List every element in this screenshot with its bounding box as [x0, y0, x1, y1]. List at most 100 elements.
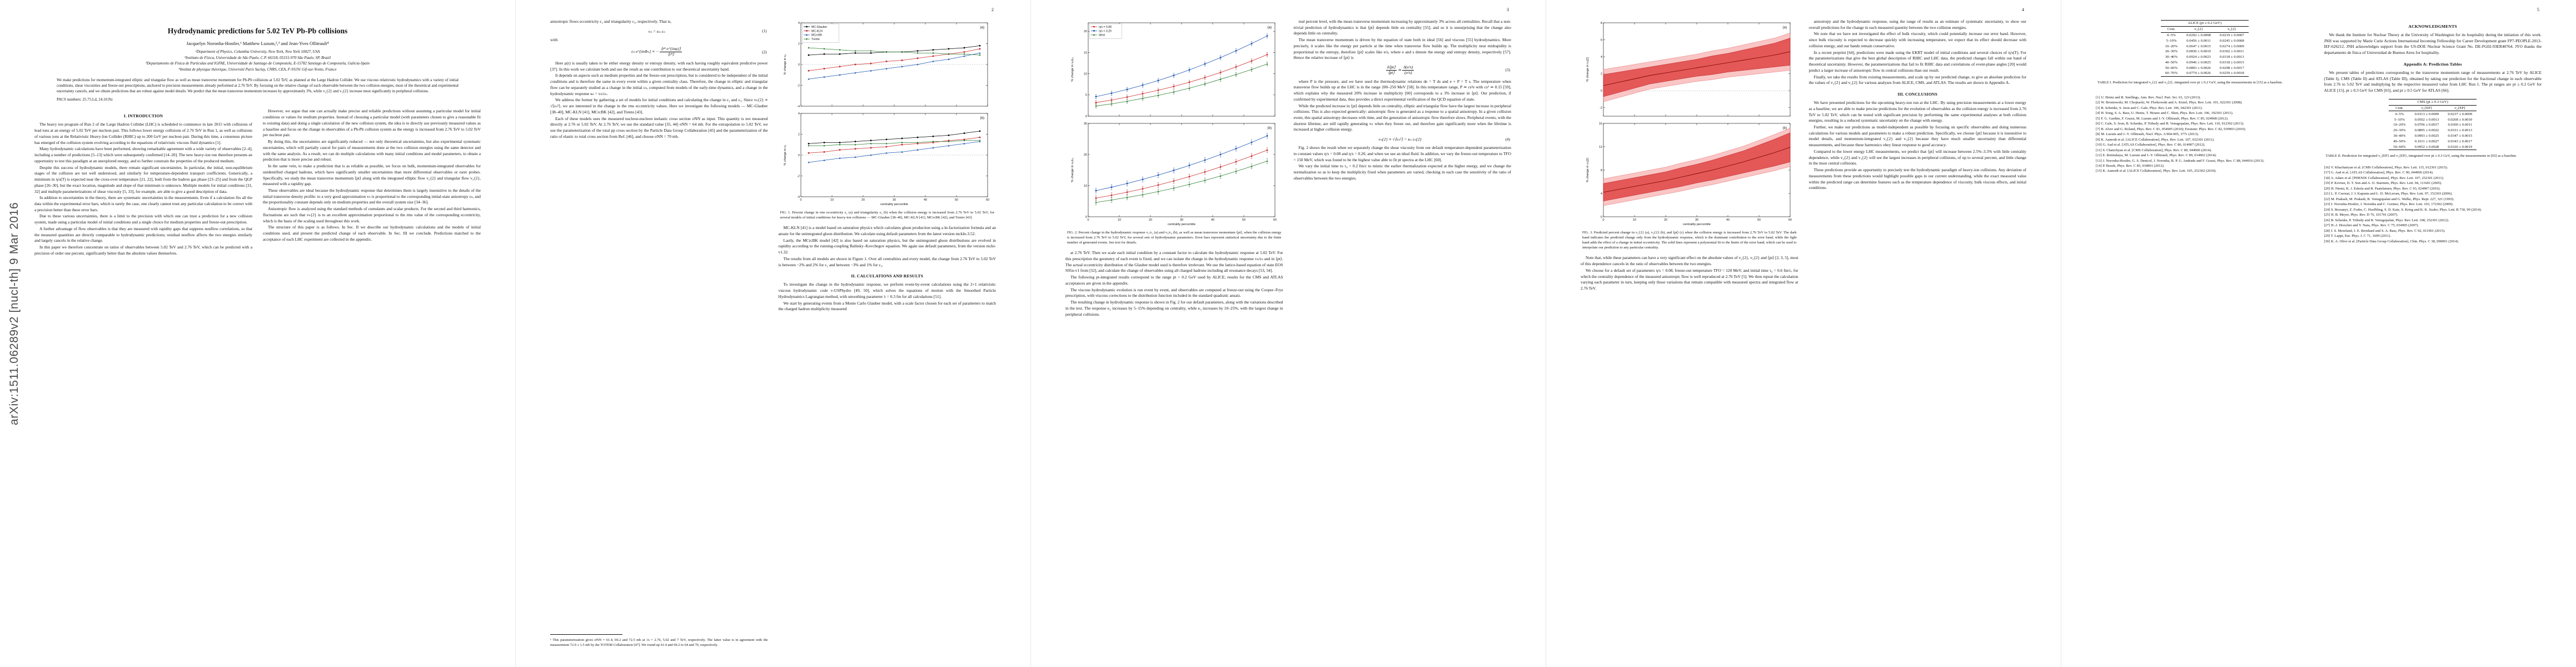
body-paragraph: We have presented predictions for the up… — [1808, 100, 2027, 123]
svg-text:% change in v₂{2}: % change in v₂{2} — [1586, 57, 1590, 82]
table-row: 0–5% 0.0292 ± 0.0008 0.0219 ± 0.0007 — [2167, 33, 2244, 37]
equation-number: (3) — [1505, 68, 1510, 73]
svg-text:(b): (b) — [980, 116, 985, 120]
svg-text:centrality percentile: centrality percentile — [1683, 223, 1711, 226]
abstract: We make predictions for momentum-integra… — [57, 78, 459, 94]
svg-text:-2: -2 — [797, 84, 800, 87]
svg-text:MC-Glauber: MC-Glauber — [811, 26, 828, 29]
body-paragraph: Finally, we take the results from existi… — [1808, 74, 2027, 86]
body-paragraph: We note that we have not investigated th… — [1808, 31, 2027, 48]
table-row: 5–10% 0.0456 ± 0.0011 0.0245 ± 0.0008 — [2166, 38, 2244, 43]
page5-column-left: ALICE (pt ≥ 0.2 GeV) Cent. v₂{2} v₃{2} 0… — [2096, 19, 2314, 651]
svg-text:0: 0 — [1601, 216, 1602, 219]
section-heading-calculations: II. CALCULATIONS AND RESULTS — [851, 273, 924, 279]
svg-text:centrality percentile: centrality percentile — [1168, 223, 1195, 226]
reference-item: [12] E. Retinskaya, M. Luzum and J.-Y. O… — [2096, 153, 2217, 158]
reference-item: [9] K. Aamodt et al. [ALICE Collaboratio… — [2096, 137, 2215, 142]
svg-text:8: 8 — [1601, 169, 1602, 172]
svg-text:4: 4 — [798, 22, 800, 25]
svg-text:10: 10 — [1118, 218, 1121, 222]
body-paragraph: The results from all models are shown in… — [778, 256, 996, 267]
page-number: 2 — [991, 7, 994, 12]
svg-text:MC-KLN: MC-KLN — [811, 29, 823, 33]
page1-column-right: However, we argue that one can actually … — [263, 108, 481, 651]
page-number: 5 — [2537, 7, 2539, 12]
body-paragraph: In this paper we therefore concentrate o… — [34, 245, 252, 256]
svg-text:ideal: ideal — [1099, 34, 1105, 37]
section-heading-appendix: Appendix A: Prediction Tables — [2403, 61, 2462, 67]
body-paragraph: Many hydrodynamic calculations have been… — [34, 146, 252, 163]
table-row: 50–60% 0.0952 ± 0.0028 0.0320 ± 0.0019 — [2393, 145, 2473, 149]
svg-text:40: 40 — [1211, 218, 1214, 222]
svg-text:40: 40 — [1726, 218, 1730, 222]
references-left: [1] U. Heinz and R. Snellings, Ann. Rev.… — [2096, 96, 2314, 175]
prediction-table-alice: ALICE (pt ≥ 0.2 GeV) Cent. v₂{2} v₃{2} 0… — [2160, 20, 2249, 77]
body-paragraph: We start by generating events from a Mon… — [778, 300, 996, 312]
authors: Jacquelyn Noronha-Hostler,¹ Matthew Luzu… — [186, 41, 329, 46]
reference-item: [28] J. S. Moreland, J. E. Bernhard and … — [2324, 228, 2445, 233]
table-2-caption: TABLE II. Prediction for integrated v₂{E… — [2325, 153, 2517, 158]
svg-text:50: 50 — [1242, 218, 1245, 222]
body-paragraph: at 2.76 TeV. Then we scale each initial … — [1065, 250, 1283, 273]
page-1: Hydrodynamic predictions for 5.02 TeV Pb… — [0, 0, 515, 667]
equation-3: δ⟨pt⟩ ⟨pt⟩ ≃ δ(e/s) (e/s) (3) — [1386, 64, 1510, 75]
svg-text:10: 10 — [830, 198, 834, 202]
page-2: 2 anisotropic flows eccentricity ε₂ and … — [515, 0, 1030, 667]
page2-column-left: anisotropic flows eccentricity ε₂ and tr… — [550, 19, 768, 651]
body-paragraph: By doing this, the uncertainties are sig… — [263, 139, 481, 162]
reference-item: [24] S. Borsanyi, Z. Fodor, C. Hoelbling… — [2324, 207, 2482, 212]
svg-text:η/s = 0.08: η/s = 0.08 — [1099, 26, 1112, 29]
reference-item: [18] A. Adare et al. [PHENIX Collaborati… — [2324, 176, 2444, 180]
svg-text:-2: -2 — [1600, 107, 1602, 110]
body-paragraph: Lastly, the MCrcBK model [42] is also ba… — [778, 237, 996, 255]
svg-text:0: 0 — [1085, 216, 1087, 219]
svg-text:Trento: Trento — [811, 38, 820, 41]
body-paragraph: We choose for a default set of parameter… — [1581, 267, 1798, 291]
svg-text:% change in v₂/ε₂: % change in v₂/ε₂ — [1071, 57, 1074, 82]
svg-text:% change in v₃{2}: % change in v₃{2} — [1586, 158, 1590, 182]
svg-text:(a): (a) — [980, 26, 985, 29]
svg-text:15: 15 — [1084, 51, 1087, 54]
body-paragraph: The following pt-integrated results corr… — [1065, 275, 1283, 286]
figure-2-caption: FIG. 2. Percent change in the hydrodynam… — [1067, 231, 1282, 245]
equation-number: (1) — [762, 29, 767, 34]
svg-text:30: 30 — [1084, 122, 1087, 126]
svg-text:2: 2 — [798, 42, 800, 46]
body-paragraph: Further, we make our predictions as mode… — [1808, 125, 2027, 148]
body-paragraph: However, we argue that one can actually … — [263, 108, 481, 138]
body-paragraph: To investigate the change in the hydrody… — [778, 282, 996, 299]
svg-text:(a): (a) — [1782, 26, 1787, 29]
table-col-header: v₂{EP} — [2410, 105, 2444, 112]
svg-text:60: 60 — [986, 198, 989, 202]
page2-column-right: -4 -2 0 2 4 MC-Glauber MC-KLN MCrcBK Trento (a) % … — [779, 19, 996, 651]
svg-text:-4: -4 — [797, 196, 800, 199]
body-paragraph: Anisotropic flow is analyzed using the s… — [263, 206, 481, 223]
reference-item: [29] T. Lappi, Eur. Phys. J. C 71, 1699 … — [2324, 234, 2391, 238]
svg-text:0: 0 — [1085, 115, 1087, 118]
svg-text:0: 0 — [800, 198, 802, 202]
footnote-text: ¹ This parameterization gives σNN = 61.4… — [550, 638, 768, 647]
svg-text:10: 10 — [1084, 72, 1087, 76]
reference-item: [4] H. Song, S. A. Bass, U. Heinz, T. Hi… — [2096, 111, 2234, 116]
reference-item: [21] L. P. Csernai, J. I. Kapusta and L.… — [2324, 192, 2453, 196]
svg-text:0: 0 — [1087, 218, 1089, 222]
table-row: 50–60% 0.0893 ± 0.0026 0.0298 ± 0.0017 — [2165, 66, 2244, 70]
table-title: ALICE (pt ≥ 0.2 GeV) — [2160, 20, 2249, 27]
table-row: 20–30% 0.0895 ± 0.0022 0.0331 ± 0.0013 — [2393, 128, 2473, 133]
body-paragraph: The mean transverse momentum is driven b… — [1293, 37, 1512, 61]
svg-text:30: 30 — [893, 198, 896, 202]
reference-item: [1] U. Heinz and R. Snellings, Ann. Rev.… — [2096, 95, 2201, 99]
page3-column-right: real percent level, with the mean transv… — [1294, 19, 1512, 651]
appendix-text: We present tables of predictions corresp… — [2324, 69, 2542, 93]
body-paragraph: MC-KLN [41] is a model based on saturati… — [778, 225, 996, 236]
figure-3-caption: FIG. 3. Predicted percent change in v₂{2… — [1582, 231, 1797, 250]
equation-number: (4) — [1505, 137, 1510, 142]
body-paragraph: where P is the pressure, and we have use… — [1293, 78, 1512, 102]
body-paragraph: While the predicted increase in ⟨pt⟩ dep… — [1293, 103, 1512, 132]
svg-text:0: 0 — [798, 63, 800, 67]
reference-item: [16] V. Khachatryan et al. [CMS Collabor… — [2324, 166, 2448, 170]
svg-text:20: 20 — [1084, 153, 1087, 157]
title-block: Hydrodynamic predictions for 5.02 TeV Pb… — [34, 21, 481, 103]
